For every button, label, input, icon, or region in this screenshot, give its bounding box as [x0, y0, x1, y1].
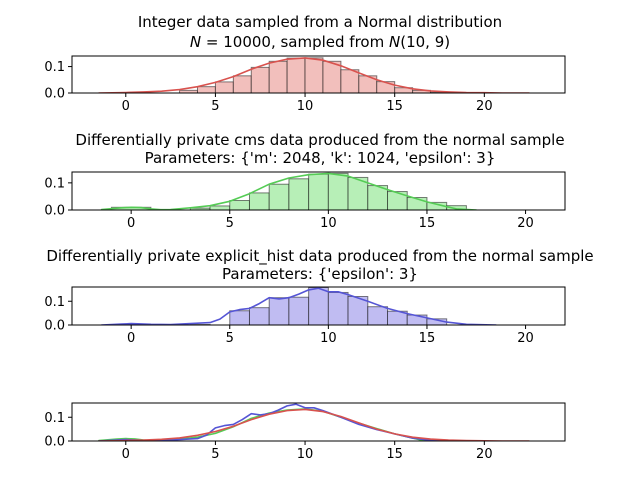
histogram-bar	[214, 81, 234, 93]
subplot-2: Differentially private cms data produced…	[44, 131, 566, 231]
x-tick-label: 5	[226, 331, 234, 346]
axes-frame	[71, 55, 566, 94]
histogram-bar	[322, 60, 342, 93]
title-segment: Parameters: {'epsilon': 3}	[222, 265, 418, 283]
title-segment: = 10000, sampled from	[201, 33, 389, 51]
histogram-bar	[286, 57, 306, 93]
histogram-bar	[250, 66, 270, 93]
density-curve	[100, 172, 478, 210]
histogram-bar	[268, 60, 288, 93]
x-tick-label: 0	[122, 99, 130, 114]
histogram-bar	[308, 287, 329, 325]
title-segment: Differentially private explicit_hist dat…	[46, 247, 593, 266]
subplot-title-line-1: Integer data sampled from a Normal distr…	[138, 13, 502, 31]
axes-frame	[71, 286, 566, 326]
subplot-title-line-1: Differentially private explicit_hist dat…	[46, 247, 593, 266]
histogram-bar	[446, 205, 467, 210]
histogram-bar	[376, 81, 396, 93]
axes-frame	[71, 402, 566, 442]
title-segment: Integer data sampled from a Normal distr…	[138, 13, 502, 31]
x-tick-label: 20	[476, 447, 493, 462]
x-tick-label: 10	[320, 331, 337, 346]
histogram-bar	[308, 173, 329, 210]
x-tick-label: 15	[419, 331, 436, 346]
x-tick-label: 5	[226, 216, 234, 231]
plot-area	[98, 57, 530, 93]
title-segment: Differentially private cms data produced…	[75, 131, 564, 149]
histogram-bar	[229, 310, 250, 325]
plot-area	[98, 403, 530, 441]
histogram-bar	[268, 297, 290, 325]
histogram-bar	[288, 178, 310, 210]
x-tick-label: 20	[476, 99, 493, 114]
subplot-title-line-2: N = 10000, sampled from N(10, 9)	[190, 33, 450, 51]
subplot-stack: Integer data sampled from a Normal distr…	[44, 13, 593, 462]
plot-area	[100, 172, 478, 210]
density-curve	[98, 57, 530, 93]
x-tick-label: 15	[386, 447, 403, 462]
title-segment: N	[190, 33, 201, 51]
histogram-bar	[304, 57, 324, 93]
title-segment: (10, 9)	[400, 33, 450, 51]
histogram-bar	[209, 205, 231, 210]
histogram-bar	[248, 307, 270, 325]
x-tick-label: 0	[127, 331, 135, 346]
x-tick-label: 15	[419, 216, 436, 231]
density-curve	[100, 287, 497, 325]
y-tick-label: 0.0	[44, 319, 65, 334]
subplot-3: Differentially private explicit_hist dat…	[44, 247, 593, 346]
x-tick-label: 10	[320, 216, 337, 231]
histogram-bar	[232, 75, 252, 93]
axes-frame	[71, 171, 566, 211]
y-tick-label: 0.0	[44, 204, 65, 219]
x-tick-label: 5	[211, 447, 219, 462]
x-tick-label: 0	[122, 447, 130, 462]
overlay-density-curve	[98, 403, 459, 441]
subplot-title-line-2: Parameters: {'m': 2048, 'k': 1024, 'epsi…	[145, 149, 496, 167]
histogram-bar	[340, 69, 360, 93]
x-tick-label: 5	[211, 99, 219, 114]
histogram-bar	[248, 192, 270, 210]
x-tick-label: 15	[386, 99, 403, 114]
subplot-4: 0 5 10 15 20 0.0 0.1	[44, 402, 566, 462]
histogram-bar	[229, 200, 250, 210]
x-tick-label: 10	[297, 99, 314, 114]
y-tick-label: 0.1	[44, 295, 65, 310]
histogram-bar	[268, 183, 290, 210]
x-tick-label: 10	[297, 447, 314, 462]
x-tick-label: 20	[517, 216, 534, 231]
subplot-title-line-2: Parameters: {'epsilon': 3}	[222, 265, 418, 283]
y-tick-label: 0.0	[44, 435, 65, 450]
histogram-bar	[327, 172, 349, 210]
overlay-density-curve	[98, 408, 530, 441]
title-segment: Parameters: {'m': 2048, 'k': 1024, 'epsi…	[145, 149, 496, 167]
y-tick-label: 0.1	[44, 60, 65, 75]
histogram-bar	[327, 291, 349, 325]
y-tick-label: 0.1	[44, 176, 65, 191]
x-tick-label: 0	[127, 216, 135, 231]
title-segment: N	[389, 33, 400, 51]
y-tick-label: 0.0	[44, 87, 65, 102]
y-tick-label: 0.1	[44, 411, 65, 426]
x-tick-label: 20	[517, 331, 534, 346]
subplot-1: Integer data sampled from a Normal distr…	[44, 13, 566, 114]
histogram-bar	[367, 306, 389, 325]
histogram-bar	[196, 86, 216, 93]
subplot-title-line-1: Differentially private cms data produced…	[75, 131, 564, 149]
histogram-bar	[288, 296, 310, 325]
